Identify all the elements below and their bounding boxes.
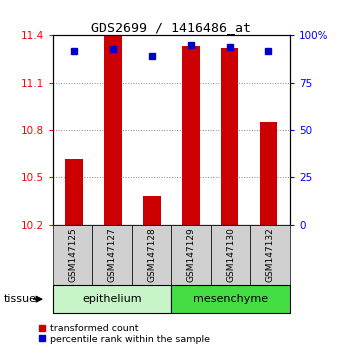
Legend: transformed count, percentile rank within the sample: transformed count, percentile rank withi…: [35, 320, 213, 348]
Text: GSM147128: GSM147128: [147, 228, 156, 282]
Title: GDS2699 / 1416486_at: GDS2699 / 1416486_at: [91, 21, 251, 34]
Bar: [260, 122, 277, 225]
Bar: [104, 35, 122, 225]
Text: tissue: tissue: [3, 294, 36, 304]
Text: GSM147132: GSM147132: [266, 228, 275, 282]
Text: epithelium: epithelium: [82, 294, 142, 304]
Text: GSM147127: GSM147127: [108, 228, 117, 282]
Bar: [182, 46, 199, 225]
Text: GSM147125: GSM147125: [68, 228, 77, 282]
Text: mesenchyme: mesenchyme: [193, 294, 268, 304]
Bar: [143, 196, 161, 225]
Bar: [65, 159, 83, 225]
Text: GSM147130: GSM147130: [226, 227, 235, 282]
Bar: [221, 48, 238, 225]
Text: GSM147129: GSM147129: [187, 228, 196, 282]
